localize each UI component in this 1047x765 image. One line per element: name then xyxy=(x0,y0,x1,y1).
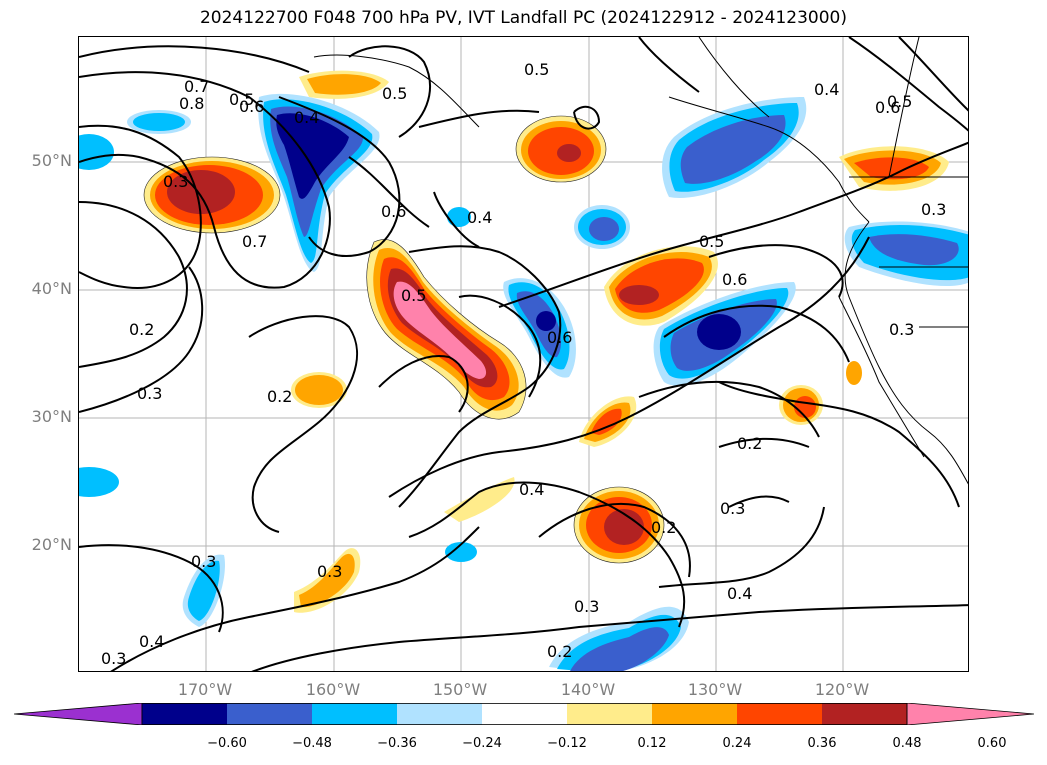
colorbar-outline xyxy=(141,703,908,725)
cool-feature-nw xyxy=(258,93,380,272)
contour-label: 0.5 xyxy=(887,92,912,111)
colorbar-segment xyxy=(142,703,228,725)
colorbar-tick-label: 0.60 xyxy=(977,736,1007,751)
colorbar-segment xyxy=(822,703,908,725)
colorbar-segment xyxy=(312,703,398,725)
lon-label-140w: 140°W xyxy=(560,680,616,699)
lon-label-150w: 150°W xyxy=(432,680,488,699)
colorbar-tick-label: 0.24 xyxy=(722,736,752,751)
contour-label: 0.8 xyxy=(179,94,204,113)
lat-label-30n: 30°N xyxy=(31,407,72,426)
lon-label-160w: 160°W xyxy=(305,680,361,699)
contour-label: 0.2 xyxy=(547,642,572,661)
colorbar-tick-label: 0.48 xyxy=(892,736,922,751)
contour-label: 0.7 xyxy=(184,77,209,96)
contour-label: 0.6 xyxy=(722,270,747,289)
shading-outlines xyxy=(143,115,665,564)
plot-title: 2024122700 F048 700 hPa PV, IVT Landfall… xyxy=(199,8,847,28)
contour-label: 0.3 xyxy=(101,649,126,668)
contour-label: 0.5 xyxy=(229,90,254,109)
cool-feature-misc xyxy=(79,110,968,627)
colorbar-segment xyxy=(737,703,823,725)
colorbar-segment xyxy=(227,703,313,725)
contour-label: 0.4 xyxy=(519,480,544,499)
contour-label: 0.4 xyxy=(294,108,319,127)
contour-label: 0.4 xyxy=(727,584,752,603)
colorbar-segments xyxy=(14,703,1034,725)
lon-label-120w: 120°W xyxy=(814,680,870,699)
negative-pv-anomalies xyxy=(79,93,968,671)
colorbar-tick-label: −0.60 xyxy=(207,736,247,751)
contour-label: 0.3 xyxy=(574,597,599,616)
colorbar-tick-label: −0.12 xyxy=(547,736,587,751)
colorbar-extend-low xyxy=(14,703,143,725)
positive-pv-anomalies xyxy=(144,70,949,613)
colorbar-tick-label: −0.36 xyxy=(377,736,417,751)
warm-feature-central xyxy=(366,239,527,420)
colorbar-extend-high xyxy=(906,703,1034,725)
contour-label: 0.6 xyxy=(239,97,264,116)
colorbar-segment xyxy=(652,703,738,725)
contour-label: 0.2 xyxy=(129,320,154,339)
colorbar-segment xyxy=(567,703,653,725)
lon-label-130w: 130°W xyxy=(687,680,743,699)
map-svg: 0.5 0.5 0.4 0.5 0.5 0.7 0.6 0.8 0.4 0.3 … xyxy=(79,37,968,671)
contour-label: 0.5 xyxy=(699,232,724,251)
contour-label: 0.4 xyxy=(139,632,164,651)
colorbar-tick-label: −0.48 xyxy=(292,736,332,751)
contour-label: 0.2 xyxy=(651,518,676,537)
contour-label: 0.3 xyxy=(137,384,162,403)
warm-feature-misc xyxy=(291,70,949,613)
cool-feature-ne xyxy=(662,97,807,198)
contour-label: 0.6 xyxy=(381,202,406,221)
contour-label: 0.3 xyxy=(921,200,946,219)
contour-label: 0.2 xyxy=(267,387,292,406)
cool-feature-sw xyxy=(549,606,689,671)
warm-feature-nw xyxy=(144,157,280,233)
colorbar-segment xyxy=(397,703,483,725)
contour-label: 0.3 xyxy=(163,172,188,191)
lat-label-20n: 20°N xyxy=(31,535,72,554)
contour-label: 0.6 xyxy=(547,328,572,347)
colorbar xyxy=(14,703,1034,725)
contour-label: 0.5 xyxy=(524,60,549,79)
contour-label: 0.4 xyxy=(467,208,492,227)
lat-label-40n: 40°N xyxy=(31,279,72,298)
contour-label: 0.6 xyxy=(875,98,900,117)
contour-label: 0.5 xyxy=(401,286,426,305)
contour-label: 0.4 xyxy=(814,80,839,99)
contour-labels: 0.5 0.5 0.4 0.5 0.5 0.7 0.6 0.8 0.4 0.3 … xyxy=(101,60,946,668)
warm-feature-north xyxy=(516,116,606,182)
cool-feature-central xyxy=(503,278,576,378)
cool-feature-east xyxy=(653,282,796,386)
map-plot-area: 0.5 0.5 0.4 0.5 0.5 0.7 0.6 0.8 0.4 0.3 … xyxy=(78,36,969,672)
warm-feature-east-center xyxy=(604,246,718,326)
colorbar-tick-label: 0.36 xyxy=(807,736,837,751)
contour-label: 0.3 xyxy=(720,499,745,518)
colorbar-tick-label: −0.24 xyxy=(462,736,502,751)
colorbar-tick-label: 0.12 xyxy=(637,736,667,751)
colorbar-segment xyxy=(482,703,568,725)
contour-label: 0.7 xyxy=(242,232,267,251)
lat-label-50n: 50°N xyxy=(31,151,72,170)
lon-label-170w: 170°W xyxy=(177,680,233,699)
contour-label: 0.3 xyxy=(191,552,216,571)
contours xyxy=(79,37,968,671)
contour-label: 0.2 xyxy=(737,434,762,453)
contour-label: 0.5 xyxy=(382,84,407,103)
contour-label: 0.3 xyxy=(889,320,914,339)
contour-label: 0.3 xyxy=(317,562,342,581)
